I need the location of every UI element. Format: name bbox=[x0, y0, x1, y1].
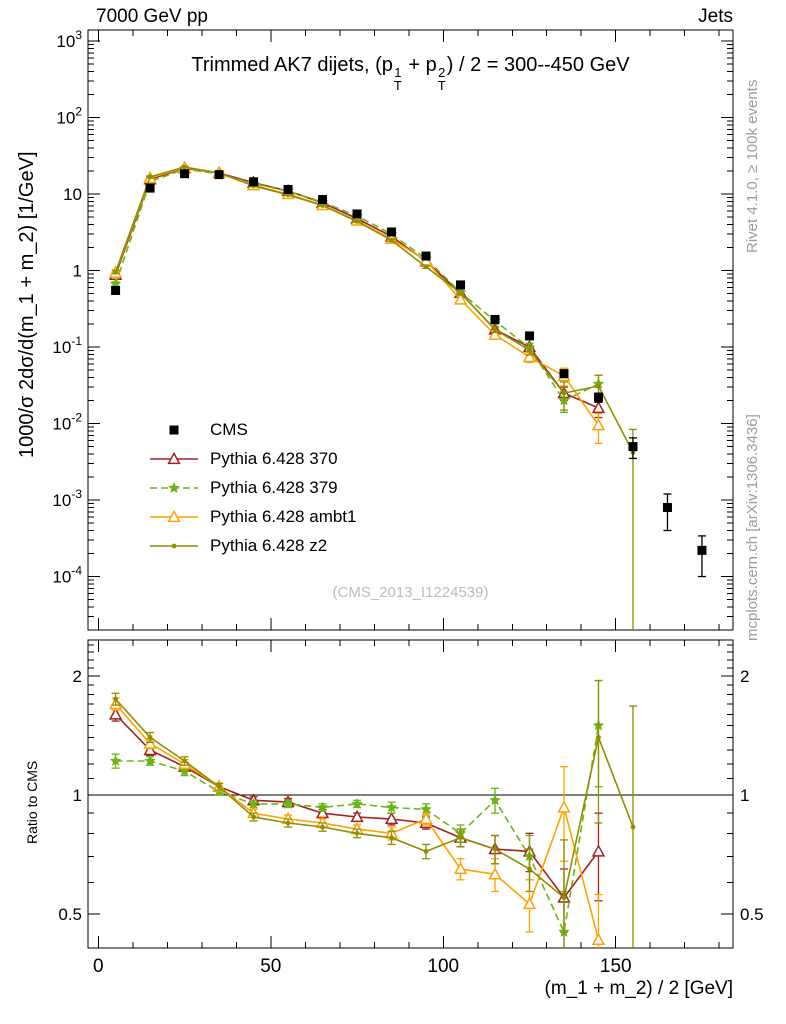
legend-label: Pythia 6.428 370 bbox=[210, 448, 338, 468]
legend-item-2: Pythia 6.428 379 bbox=[148, 477, 356, 498]
legend-marker-sample bbox=[150, 451, 198, 464]
legend-label: CMS bbox=[210, 419, 248, 439]
svg-text:2: 2 bbox=[73, 667, 82, 686]
legend-marker-sample bbox=[150, 509, 198, 522]
series-pythia-6-428-379-main bbox=[109, 163, 605, 414]
svg-text:103: 103 bbox=[56, 28, 82, 51]
analysis-group-label: Jets bbox=[698, 6, 733, 27]
svg-text:1: 1 bbox=[73, 262, 82, 281]
svg-text:50: 50 bbox=[260, 956, 281, 977]
series-pythia-6-428-379-ratio bbox=[109, 679, 605, 948]
y-axis-label-main: 1000/σ 2dσ/d(m_1 + m_2) [1/GeV] bbox=[16, 151, 38, 458]
y-axis-label-ratio: Ratio to CMS bbox=[24, 760, 40, 844]
legend-marker-sample bbox=[150, 481, 198, 493]
series-pythia-6-428-ambt1-ratio bbox=[108, 696, 606, 948]
legend-label: Pythia 6.428 379 bbox=[210, 477, 338, 497]
svg-text:102: 102 bbox=[56, 105, 82, 128]
axes bbox=[87, 29, 734, 949]
series-pythia-6-428-z2-ratio bbox=[111, 679, 637, 948]
legend-item-0: CMS bbox=[148, 419, 356, 440]
legend-marker-sample bbox=[169, 425, 179, 434]
svg-text:10-1: 10-1 bbox=[52, 334, 82, 357]
plot-data bbox=[108, 160, 707, 948]
svg-text:0.5: 0.5 bbox=[58, 905, 82, 924]
legend-marker-sample bbox=[150, 543, 198, 548]
analysis-id-watermark: (CMS_2013_I1224539) bbox=[332, 584, 489, 601]
rivet-version-note: Rivet 4.1.0, ≥ 100k events bbox=[744, 79, 761, 253]
beam-energy-label: 7000 GeV pp bbox=[96, 6, 208, 27]
legend-item-4: Pythia 6.428 z2 bbox=[148, 535, 356, 556]
legend-label: Pythia 6.428 ambt1 bbox=[210, 506, 357, 526]
svg-text:0: 0 bbox=[93, 956, 104, 977]
svg-text:10-4: 10-4 bbox=[52, 564, 82, 587]
x-axis-label: (m_1 + m_2) / 2 [GeV] bbox=[544, 978, 734, 999]
svg-text:1: 1 bbox=[740, 786, 749, 805]
legend: CMS Pythia 6.428 370 Pythia 6.428 379 Pythi… bbox=[148, 419, 356, 556]
legend-item-3: Pythia 6.428 ambt1 bbox=[148, 506, 356, 527]
legend-label: Pythia 6.428 z2 bbox=[210, 535, 328, 555]
svg-text:10-2: 10-2 bbox=[52, 411, 82, 434]
mcplots-reference-note: mcplots.cern.ch [arXiv:1306.3436] bbox=[744, 414, 761, 641]
svg-text:100: 100 bbox=[427, 956, 459, 977]
svg-text:1: 1 bbox=[73, 786, 82, 805]
series-pythia-6-428-ambt1-main bbox=[108, 160, 606, 445]
svg-text:10-3: 10-3 bbox=[52, 487, 82, 510]
legend-item-1: Pythia 6.428 370 bbox=[148, 448, 356, 469]
svg-text:0.5: 0.5 bbox=[740, 905, 764, 924]
series-cms-main bbox=[111, 169, 707, 578]
svg-text:10: 10 bbox=[63, 185, 82, 204]
plot-title: Trimmed AK7 dijets, (p 1 T + p 2 T) / 2 = 30… bbox=[191, 54, 630, 93]
svg-text:150: 150 bbox=[600, 956, 632, 977]
svg-text:2: 2 bbox=[740, 667, 749, 686]
series-pythia-6-428-370-main bbox=[108, 161, 606, 419]
